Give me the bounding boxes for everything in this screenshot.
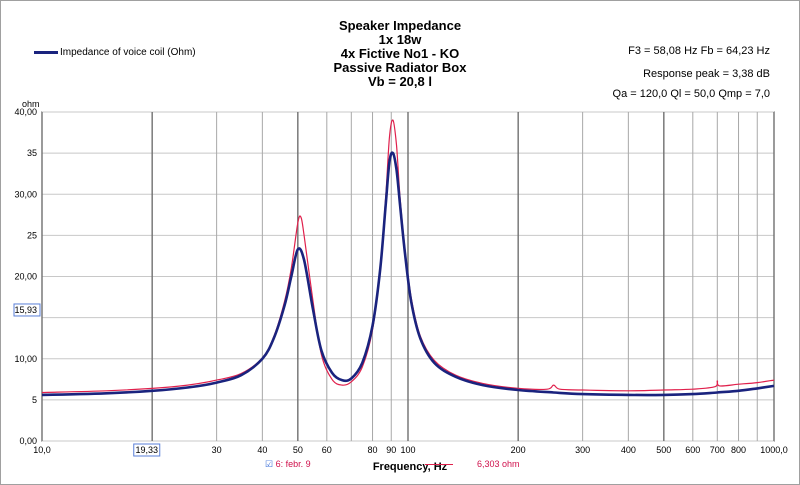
legend-swatch [34,51,58,54]
x-tick-label: 60 [322,445,332,455]
x-tick-label: 100 [400,445,415,455]
y-tick-label: 30,00 [14,189,37,199]
y-cursor-box [13,303,41,317]
status-right: 6,303 ohm [425,459,520,469]
x-tick-label: 1000,0 [760,445,788,455]
info-q-values: Qa = 120,0 Ql = 50,0 Qmp = 7,0 [612,88,770,100]
legend-entry: Impedance of voice coil (Ohm) [60,47,196,58]
x-tick-label: 30 [212,445,222,455]
chart-title-line-1: Speaker Impedance [338,18,462,33]
x-tick-label: 40 [257,445,267,455]
x-tick-label: 50 [293,445,303,455]
status-right-text: 6,303 ohm [477,459,520,469]
x-tick-label: 19,33 [135,445,158,455]
y-tick-label: 10,00 [14,354,37,364]
status-left: ☑ 6: febr. 9 [265,459,311,470]
status-check-icon: ☑ [265,459,276,469]
x-tick-label: 800 [731,445,746,455]
x-tick-label: 500 [656,445,671,455]
info-response-peak: Response peak = 3,38 dB [643,68,770,80]
x-tick-label: 300 [575,445,590,455]
series-line-voice-coil [41,151,775,397]
x-tick-label: 700 [710,445,725,455]
y-tick-label: 15,93 [14,305,37,315]
status-left-text: 6: febr. 9 [275,459,311,469]
x-tick-label: 80 [368,445,378,455]
x-cursor-box [133,443,161,457]
chart-title-line-2: 1x 18w [378,32,422,47]
x-tick-label: 600 [685,445,700,455]
y-tick-label: 40,00 [14,107,37,117]
y-axis-label: ohm [22,99,40,109]
x-tick-label: 90 [386,445,396,455]
y-tick-label: 0,00 [19,436,37,446]
legend: Impedance of voice coil (Ohm) [34,47,196,58]
y-tick-label: 35 [27,148,37,158]
info-f3-fb: F3 = 58,08 Hz Fb = 64,23 Hz [628,45,770,57]
chart-title-line-3: 4x Fictive No1 - KO [340,46,460,61]
x-tick-label: 200 [511,445,526,455]
y-tick-label: 5 [32,395,37,405]
chart-title-line-4: Passive Radiator Box [333,60,467,75]
y-tick-label: 20,00 [14,272,37,282]
y-tick-label: 25 [27,230,37,240]
x-tick-label: 400 [621,445,636,455]
chart-title-line-5: Vb = 20,8 l [368,74,432,89]
status-line-swatch [425,463,453,465]
x-tick-label: 10,0 [33,445,51,455]
